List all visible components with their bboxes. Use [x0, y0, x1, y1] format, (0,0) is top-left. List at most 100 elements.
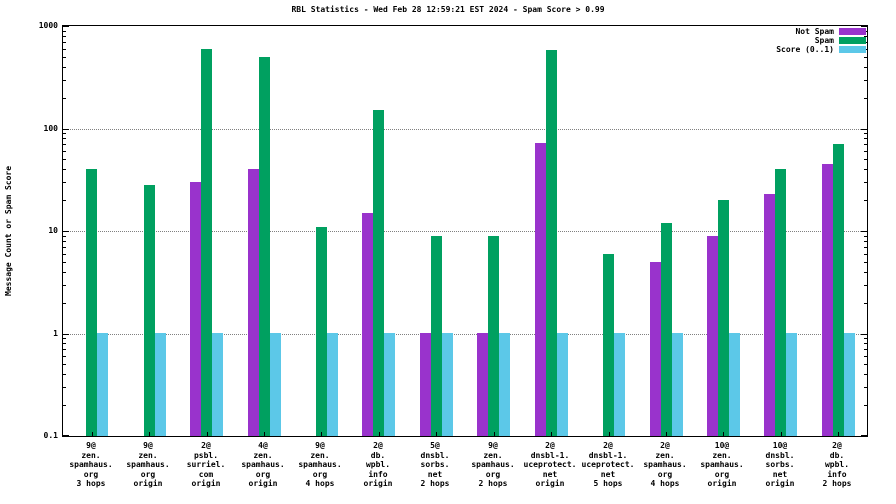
bar-spam — [775, 169, 786, 436]
y-minor-tick — [63, 271, 66, 273]
y-minor-tick — [63, 240, 66, 242]
y-major-tick — [63, 26, 69, 27]
chart-title: RBL Statistics - Wed Feb 28 12:59:21 EST… — [291, 5, 605, 14]
y-minor-tick — [864, 240, 867, 242]
bar-score-0-1- — [786, 333, 797, 436]
y-minor-tick — [864, 56, 867, 58]
bar-not-spam — [822, 164, 833, 436]
y-minor-tick — [864, 271, 867, 273]
y-minor-tick — [864, 356, 867, 358]
x-tick — [379, 432, 380, 436]
y-minor-tick — [864, 35, 867, 37]
bar-spam — [373, 110, 384, 436]
bar-spam — [661, 223, 672, 436]
y-minor-tick — [864, 284, 867, 286]
bar-score-0-1- — [672, 333, 683, 436]
bar-not-spam — [248, 169, 259, 436]
bar-spam — [259, 57, 270, 436]
bar-score-0-1- — [270, 333, 281, 436]
y-minor-tick — [864, 405, 867, 407]
y-minor-tick — [63, 41, 66, 43]
x-axis-label: 10@ dnsbl. sorbs. net origin — [765, 441, 795, 488]
legend-label: Score (0..1) — [776, 45, 834, 54]
y-tick-label: 10 — [48, 226, 58, 235]
y-minor-tick — [63, 200, 66, 202]
x-tick — [609, 432, 610, 436]
y-minor-tick — [63, 169, 66, 171]
y-major-tick — [861, 435, 867, 436]
y-minor-tick — [864, 253, 867, 255]
x-axis-label: 9@ zen. spamhaus. org 3 hops — [69, 441, 113, 488]
y-minor-tick — [63, 343, 66, 345]
y-minor-tick — [63, 356, 66, 358]
y-tick-label: 100 — [43, 123, 58, 133]
x-tick — [494, 432, 495, 436]
y-minor-tick — [864, 182, 867, 184]
y-minor-tick — [864, 374, 867, 376]
x-tick — [666, 432, 667, 436]
bar-spam — [431, 236, 442, 436]
y-minor-tick — [864, 338, 867, 340]
y-minor-tick — [864, 138, 867, 140]
y-minor-tick — [63, 235, 66, 237]
bar-not-spam — [535, 143, 546, 436]
bar-not-spam — [707, 236, 718, 436]
x-tick — [321, 432, 322, 436]
y-major-tick — [63, 435, 69, 436]
bar-score-0-1- — [327, 333, 338, 436]
legend-item: Not Spam — [776, 27, 866, 36]
gridline — [63, 231, 867, 232]
y-tick-label: 1 — [53, 328, 58, 338]
y-major-tick — [63, 231, 69, 232]
x-axis-label: 5@ dnsbl. sorbs. net 2 hops — [420, 441, 450, 488]
y-minor-tick — [63, 349, 66, 351]
y-minor-tick — [864, 151, 867, 153]
bar-spam — [603, 254, 614, 436]
y-minor-tick — [63, 261, 66, 263]
bar-not-spam — [190, 182, 201, 436]
bar-spam — [316, 227, 327, 436]
y-minor-tick — [63, 97, 66, 99]
bar-not-spam — [362, 213, 373, 436]
y-minor-tick — [63, 138, 66, 140]
bar-not-spam — [477, 333, 488, 436]
y-minor-tick — [864, 169, 867, 171]
x-tick — [264, 432, 265, 436]
y-minor-tick — [63, 182, 66, 184]
y-tick-label: 0.1 — [43, 431, 58, 440]
y-minor-tick — [864, 66, 867, 68]
y-minor-tick — [63, 387, 66, 389]
y-major-tick — [861, 231, 867, 232]
x-tick — [551, 432, 552, 436]
x-axis-label: 2@ db. wpbl. info 2 hops — [822, 441, 852, 488]
y-major-tick — [861, 26, 867, 27]
x-tick — [723, 432, 724, 436]
bar-score-0-1- — [499, 333, 510, 436]
bar-score-0-1- — [729, 333, 740, 436]
y-minor-tick — [864, 79, 867, 81]
x-tick — [436, 432, 437, 436]
y-minor-tick — [63, 159, 66, 161]
y-minor-tick — [864, 200, 867, 202]
bar-spam — [546, 50, 557, 436]
y-minor-tick — [864, 246, 867, 248]
y-minor-tick — [63, 246, 66, 248]
legend-item: Spam — [776, 36, 866, 45]
legend-label: Not Spam — [795, 27, 834, 36]
bar-not-spam — [650, 262, 661, 436]
legend-swatch-spam — [839, 37, 866, 44]
y-minor-tick — [864, 261, 867, 263]
gridline — [63, 333, 867, 335]
x-tick — [781, 432, 782, 436]
y-minor-tick — [63, 48, 66, 50]
gridline — [63, 128, 867, 130]
x-tick — [838, 432, 839, 436]
y-minor-tick — [63, 405, 66, 407]
bar-spam — [488, 236, 499, 436]
y-minor-tick — [864, 387, 867, 389]
y-major-tick — [861, 128, 867, 130]
bar-score-0-1- — [557, 333, 568, 436]
y-minor-tick — [63, 253, 66, 255]
y-minor-tick — [864, 133, 867, 135]
legend-label: Spam — [814, 36, 834, 45]
